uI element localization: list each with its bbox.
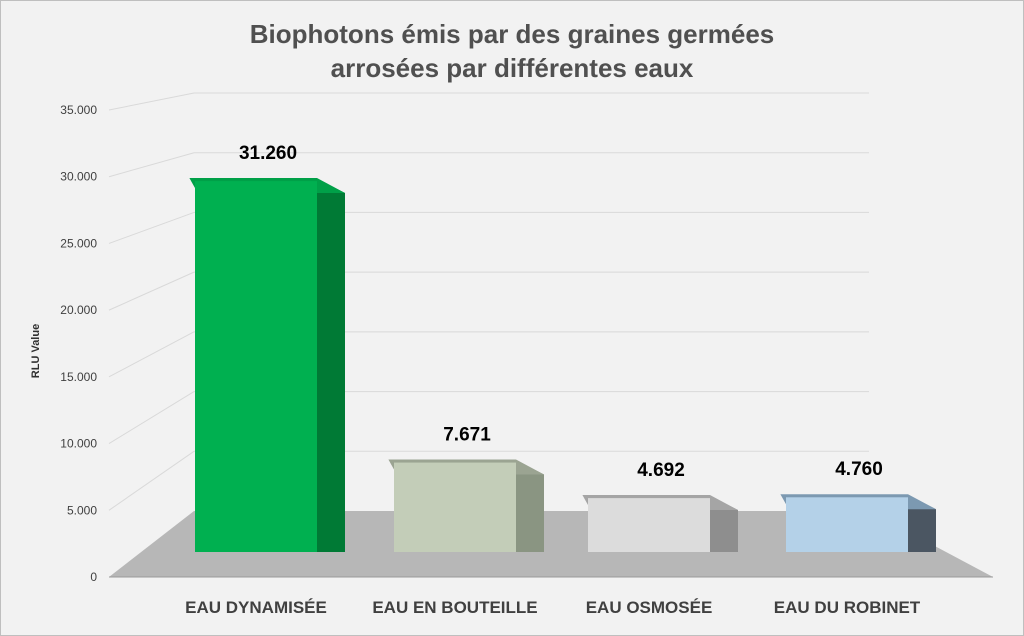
- data-label: 4.692: [637, 460, 685, 481]
- gridline-side: [108, 211, 195, 244]
- x-tick-label: EAU EN BOUTEILLE: [372, 598, 537, 617]
- bar-side: [317, 179, 345, 552]
- bar: [786, 497, 908, 552]
- y-axis-title: RLU Value: [30, 324, 42, 378]
- y-tick-label: 30.000: [60, 170, 97, 184]
- data-label: 4.760: [835, 459, 883, 480]
- value-labels: 31.260 7.671 4.692 4.760: [239, 143, 883, 481]
- bar-2: [388, 459, 544, 552]
- y-tick-label: 0: [90, 570, 97, 584]
- chart-title-line-1: Biophotons émis par des graines germées: [250, 19, 775, 49]
- bar-4: [780, 494, 936, 552]
- chart-title-line-2: arrosées par différentes eaux: [331, 53, 694, 83]
- y-tick-label: 25.000: [60, 236, 97, 250]
- category-labels: EAU DYNAMISÉE EAU EN BOUTEILLE EAU OSMOSÉE…: [185, 598, 921, 617]
- y-tick-label: 20.000: [60, 303, 97, 317]
- gridline-side: [108, 92, 195, 111]
- bar-side: [908, 495, 936, 552]
- y-tick-label: 5.000: [67, 503, 97, 517]
- gridline-side: [108, 391, 195, 444]
- bars: [189, 178, 936, 552]
- bar-3: [582, 495, 738, 552]
- bar: [394, 462, 516, 552]
- y-tick-label: 15.000: [60, 370, 97, 384]
- gridline-side: [108, 331, 195, 378]
- y-tick-labels: 0 5.000 10.000 15.000 20.000 25.000 30.000 35.0…: [60, 103, 97, 584]
- data-label: 7.671: [443, 424, 491, 445]
- x-tick-label: EAU DU ROBINET: [774, 598, 921, 617]
- data-label: 31.260: [239, 143, 297, 164]
- bar-side: [516, 460, 544, 552]
- y-tick-label: 35.000: [60, 103, 97, 117]
- gridline-side: [108, 271, 195, 311]
- x-tick-label: EAU OSMOSÉE: [586, 598, 713, 617]
- bar-1: [189, 178, 345, 552]
- gridline-side: [108, 450, 195, 511]
- bar: [195, 181, 317, 552]
- gridline-side: [108, 152, 195, 178]
- y-tick-label: 10.000: [60, 437, 97, 451]
- bar: [588, 498, 710, 552]
- x-tick-label: EAU DYNAMISÉE: [185, 598, 327, 617]
